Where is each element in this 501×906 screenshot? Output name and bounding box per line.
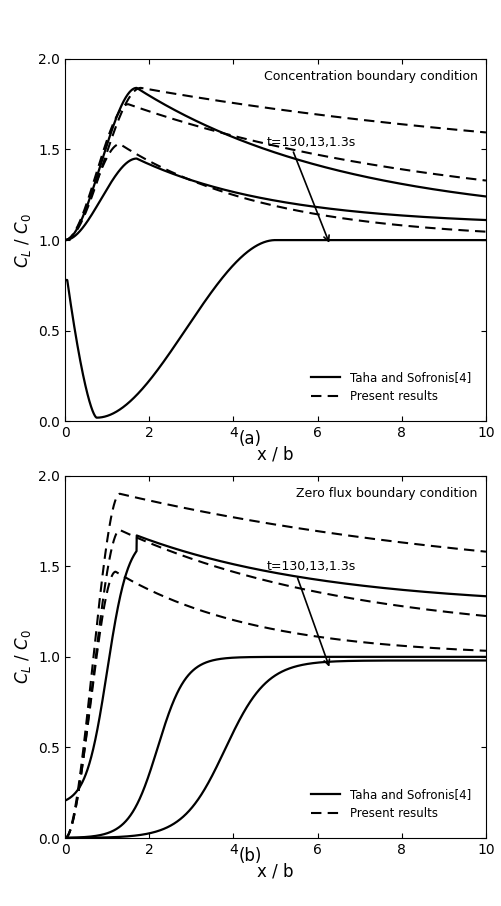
X-axis label: x / b: x / b (258, 863, 294, 881)
Y-axis label: $C_L$ / $C_0$: $C_L$ / $C_0$ (13, 213, 33, 267)
Legend: Taha and Sofronis[4], Present results: Taha and Sofronis[4], Present results (306, 784, 476, 824)
Text: Zero flux boundary condition: Zero flux boundary condition (296, 487, 477, 499)
Text: Concentration boundary condition: Concentration boundary condition (264, 70, 477, 82)
X-axis label: x / b: x / b (258, 446, 294, 464)
Text: t=130,13,1.3s: t=130,13,1.3s (267, 560, 356, 573)
Text: (a): (a) (239, 430, 262, 448)
Y-axis label: $C_L$ / $C_0$: $C_L$ / $C_0$ (13, 630, 33, 684)
Text: t=130,13,1.3s: t=130,13,1.3s (267, 136, 356, 149)
Legend: Taha and Sofronis[4], Present results: Taha and Sofronis[4], Present results (306, 367, 476, 408)
Text: (b): (b) (239, 847, 262, 864)
